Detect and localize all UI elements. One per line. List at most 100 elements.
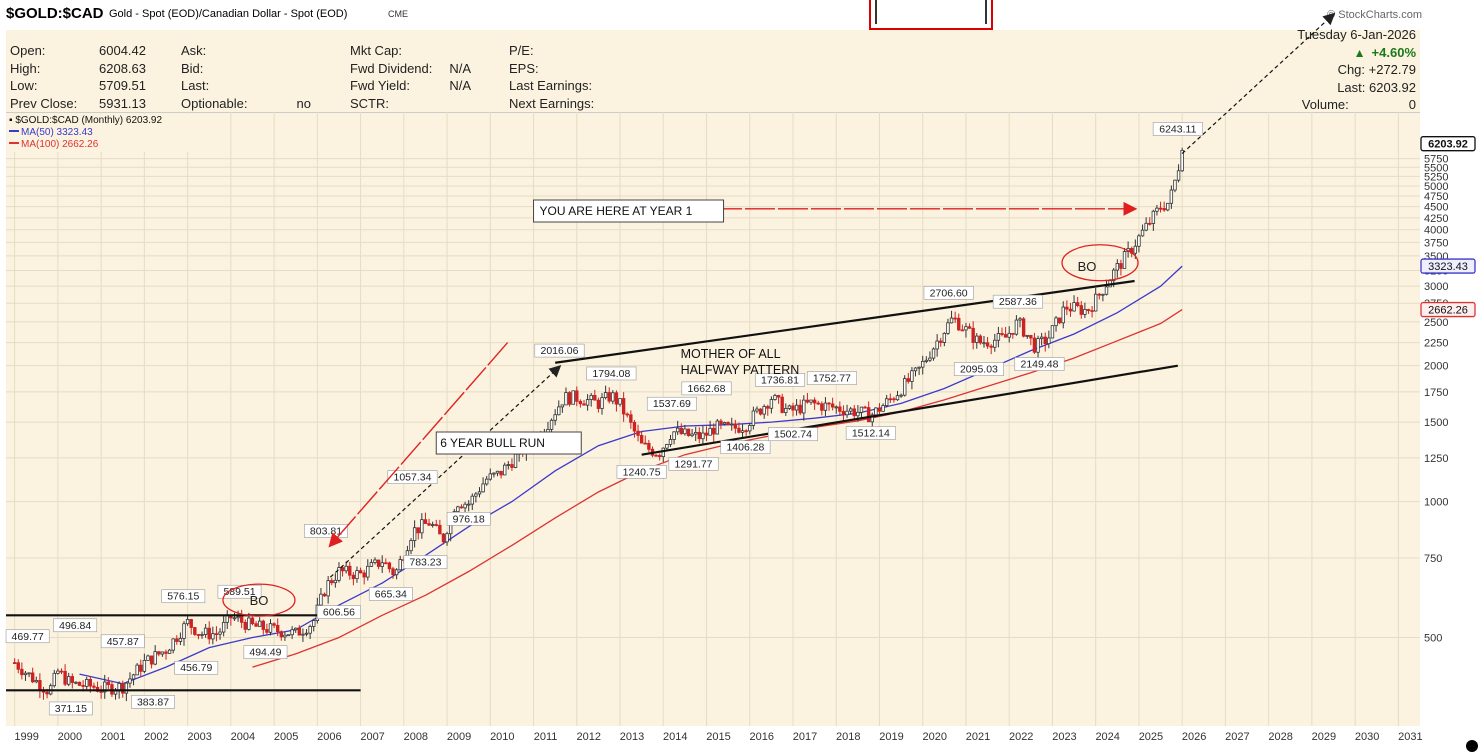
candle-body xyxy=(304,632,309,635)
candle-body xyxy=(265,629,269,633)
price-label-box xyxy=(1152,122,1203,136)
candle-body xyxy=(683,428,687,435)
x-tick-label: 2024 xyxy=(1095,731,1119,743)
x-tick-label: 2004 xyxy=(231,731,255,743)
candle-body xyxy=(185,619,190,625)
y-tick-label: 1500 xyxy=(1424,417,1448,429)
candle-body xyxy=(52,672,56,687)
price-label-box xyxy=(387,470,438,484)
x-tick-label: 2002 xyxy=(144,731,168,743)
candle-body xyxy=(322,593,327,597)
candle-body xyxy=(207,627,211,640)
candle-body xyxy=(257,620,262,627)
x-tick-label: 2013 xyxy=(620,731,644,743)
candle-body xyxy=(632,421,637,432)
candle-body xyxy=(1180,149,1184,172)
candle-body xyxy=(221,621,226,633)
candle-body xyxy=(679,427,683,435)
current-value-tag xyxy=(1420,136,1476,152)
x-tick-label: 2003 xyxy=(187,731,211,743)
candle-body xyxy=(178,637,183,642)
candle-body xyxy=(34,680,38,683)
price-label: 469.77 xyxy=(12,631,44,643)
candle-body xyxy=(841,410,846,416)
price-label-box xyxy=(767,427,818,442)
candle-body xyxy=(874,407,878,416)
candle-body xyxy=(23,672,28,676)
candle-body xyxy=(996,333,1001,341)
candle-body xyxy=(809,399,813,403)
candle-body xyxy=(989,345,993,348)
candle-body xyxy=(358,570,363,574)
candle-body xyxy=(430,524,435,526)
candle-body xyxy=(964,326,968,331)
x-tick-label: 2010 xyxy=(490,731,514,743)
candle-body xyxy=(600,397,604,409)
price-label: 976.18 xyxy=(453,513,485,525)
candle-body xyxy=(704,432,709,436)
info-col2-values: no xyxy=(296,95,311,111)
ticker-symbol[interactable]: $GOLD:$CAD xyxy=(6,5,104,22)
price-label-box xyxy=(317,605,361,619)
candle-body xyxy=(409,540,413,552)
candle-body xyxy=(629,414,633,423)
candle-body xyxy=(625,413,629,416)
candle-body xyxy=(827,402,831,405)
candle-body xyxy=(12,662,17,664)
date-label: Tuesday 6-Jan-2026 xyxy=(1297,27,1416,42)
candle-body xyxy=(694,431,698,435)
y-tick-label: 1250 xyxy=(1424,453,1448,465)
price-label-box xyxy=(100,634,145,649)
candle-body xyxy=(636,430,640,436)
candle-body xyxy=(384,562,388,565)
candle-body xyxy=(81,685,85,687)
candle-body xyxy=(1137,235,1141,247)
candle-body xyxy=(1039,336,1044,339)
candle-body xyxy=(942,332,947,343)
price-label: 2095.03 xyxy=(960,364,998,376)
candle-body xyxy=(261,620,265,630)
price-label: 2706.60 xyxy=(930,287,968,299)
candle-body xyxy=(146,655,150,661)
candle-body xyxy=(967,326,972,329)
candle-body xyxy=(982,342,986,345)
candle-body xyxy=(103,681,107,693)
y-tick-label: 5000 xyxy=(1424,181,1448,193)
brand-logo[interactable]: © StockCharts.com xyxy=(1327,9,1422,21)
bull-run-box xyxy=(435,431,582,455)
candle-body xyxy=(175,638,179,642)
y-tick-label: 2250 xyxy=(1424,338,1448,350)
candle-body xyxy=(92,685,96,688)
current-value-tag xyxy=(1420,301,1476,318)
candle-body xyxy=(77,681,82,686)
candle-body xyxy=(466,503,471,506)
candle-body xyxy=(59,670,64,673)
candle-body xyxy=(823,402,828,411)
candle-body xyxy=(892,398,896,401)
candle-body xyxy=(333,579,338,584)
candle-body xyxy=(946,322,950,334)
y-axis xyxy=(1420,112,1482,726)
candle-body xyxy=(142,660,147,672)
candle-body xyxy=(578,400,583,405)
candle-body xyxy=(931,348,936,359)
y-tick-label: 2500 xyxy=(1424,317,1448,329)
candle-body xyxy=(45,691,49,695)
candle-body xyxy=(917,366,921,369)
candle-body xyxy=(802,399,806,414)
y-tick-label: 3750 xyxy=(1424,237,1448,249)
bull-run-text: 6 YEAR BULL RUN xyxy=(440,436,545,450)
candle-body xyxy=(1173,179,1177,191)
legend-ma50: MA(50) 3323.43 xyxy=(21,127,93,138)
y-tick-label: 5750 xyxy=(1424,154,1448,166)
pattern-text-1: MOTHER OF ALL xyxy=(681,347,781,361)
x-axis xyxy=(6,726,1420,755)
title-bar: $GOLD:$CAD Gold - Spot (EOD)/Canadian Do… xyxy=(0,0,1482,30)
candle-body xyxy=(697,431,702,440)
candle-body xyxy=(1047,337,1051,345)
candle-body xyxy=(438,524,442,535)
price-label-box xyxy=(755,373,806,387)
price-label-box xyxy=(668,457,719,471)
candle-body xyxy=(348,565,352,576)
